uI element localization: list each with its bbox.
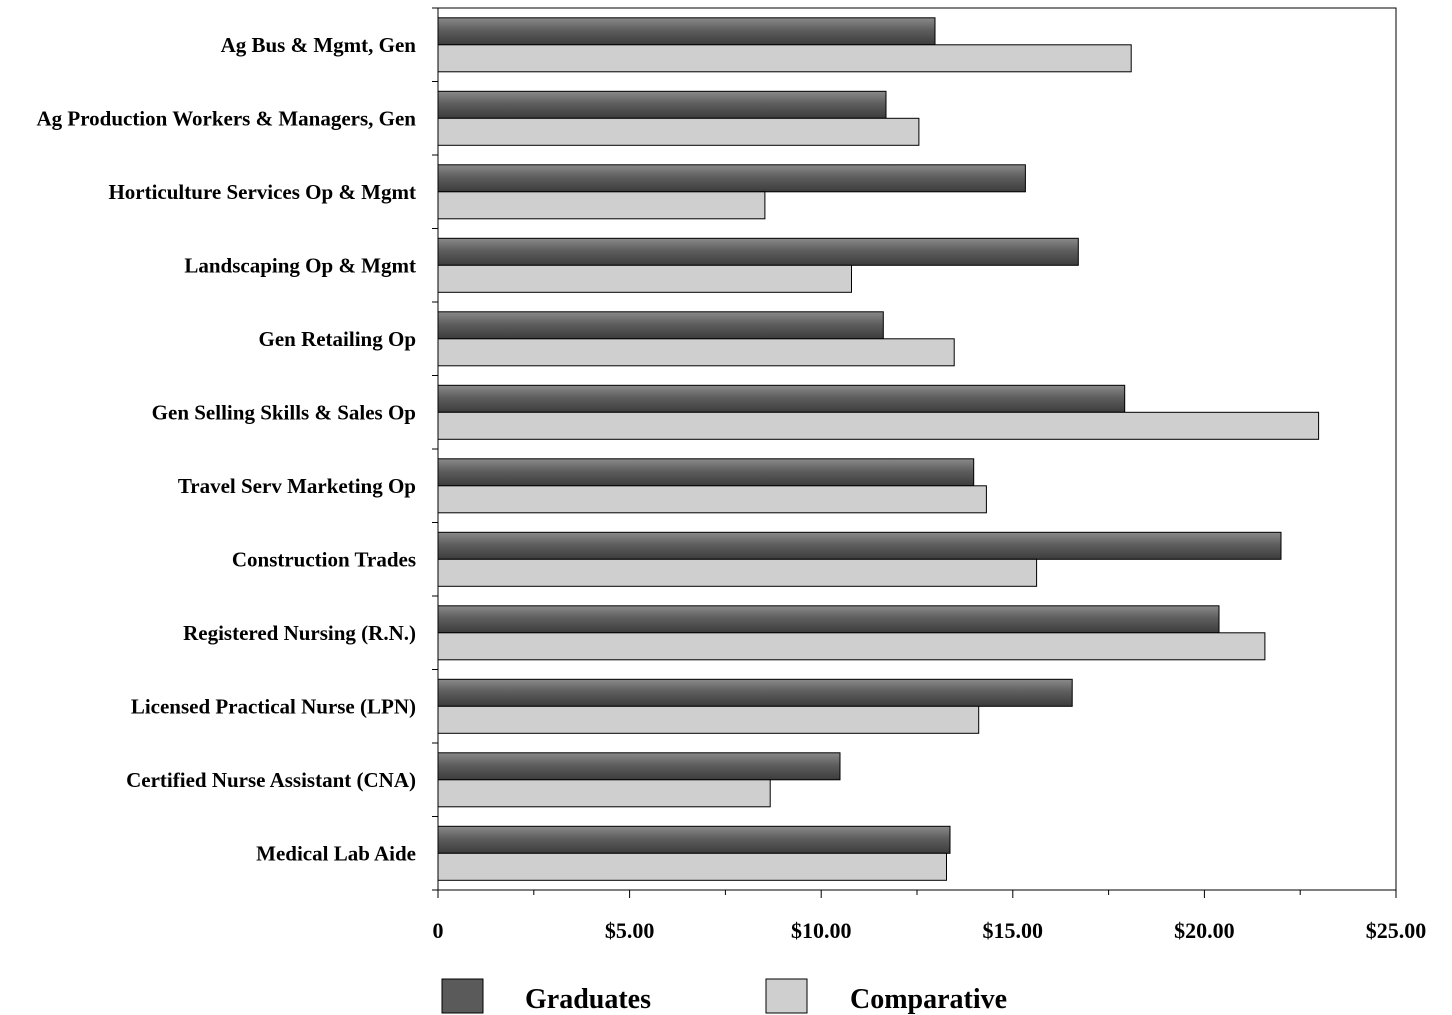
x-tick-label: $25.00: [1366, 918, 1427, 943]
category-label: Gen Retailing Op: [258, 327, 416, 351]
category-labels: Ag Bus & Mgmt, Gen Ag Production Workers …: [36, 33, 417, 865]
bar-comparative-9: [437, 705, 980, 734]
bar-comparative-5: [437, 411, 1320, 440]
bar-comparative-11: [437, 852, 947, 881]
x-tick-label: $10.00: [791, 918, 852, 943]
x-tick-label: 0: [433, 918, 444, 943]
category-label: Ag Production Workers & Managers, Gen: [36, 106, 416, 130]
bar-comparative-6: [437, 485, 987, 514]
x-tick-label: $20.00: [1174, 918, 1235, 943]
category-label: Medical Lab Aide: [256, 841, 416, 865]
bar-comparative-1: [437, 117, 920, 146]
bar-comparative-8: [437, 632, 1266, 661]
x-tick-label: $5.00: [605, 918, 655, 943]
category-label: Ag Bus & Mgmt, Gen: [221, 33, 417, 57]
bar-comparative-3: [437, 264, 852, 293]
x-axis-ticks: 0 $5.00 $10.00 $15.00 $20.00 $25.00: [433, 890, 1427, 943]
category-label: Gen Selling Skills & Sales Op: [152, 400, 416, 424]
x-tick-label: $15.00: [983, 918, 1044, 943]
bar-comparative-7: [437, 558, 1038, 587]
bar-comparative-4: [437, 338, 955, 367]
bar-graduates-6: [437, 458, 975, 487]
category-label: Certified Nurse Assistant (CNA): [126, 768, 416, 792]
bar-graduates-8: [437, 605, 1220, 634]
bar-graduates-9: [437, 678, 1073, 707]
bar-graduates-2: [437, 164, 1026, 193]
bar-graduates-0: [437, 17, 936, 46]
y-axis-ticks: [432, 7, 438, 891]
category-label: Travel Serv Marketing Op: [178, 474, 416, 498]
legend: Graduates Comparative: [441, 978, 1007, 1015]
bar-graduates-4: [437, 311, 884, 340]
category-label: Construction Trades: [232, 547, 416, 571]
bar-graduates-3: [437, 237, 1079, 266]
bar-comparative-2: [437, 191, 766, 220]
category-label: Registered Nursing (R.N.): [183, 621, 416, 645]
legend-label-comparative: Comparative: [850, 984, 1007, 1015]
bar-graduates-5: [437, 384, 1126, 413]
legend-swatch-graduates: [441, 978, 484, 1014]
category-label: Horticulture Services Op & Mgmt: [108, 180, 416, 204]
bar-graduates-11: [437, 825, 951, 854]
bar-graduates-7: [437, 531, 1282, 560]
legend-swatch-comparative: [765, 978, 808, 1014]
category-label: Landscaping Op & Mgmt: [184, 253, 416, 277]
category-label: Licensed Practical Nurse (LPN): [131, 694, 416, 718]
bar-comparative-0: [437, 44, 1132, 73]
bars-group: [437, 17, 1320, 881]
bar-graduates-10: [437, 752, 841, 781]
bar-comparative-10: [437, 779, 771, 808]
legend-label-graduates: Graduates: [525, 984, 651, 1015]
bar-graduates-1: [437, 90, 887, 119]
